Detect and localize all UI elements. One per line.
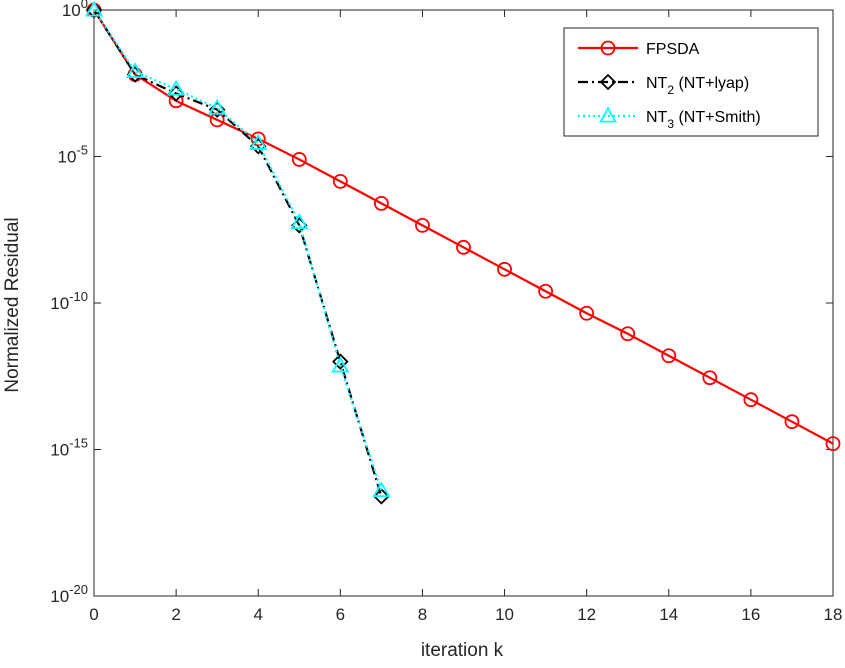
data-point: [373, 195, 389, 211]
y-tick-label: 10-15: [50, 436, 88, 460]
data-point: [415, 217, 430, 233]
legend-swatch-marker: [599, 73, 617, 91]
series-line: [93, 9, 383, 497]
x-axis-label: iteration k: [421, 640, 504, 661]
data-point: [85, 1, 103, 19]
x-tick-label: 14: [659, 605, 678, 624]
x-tick-label: 10: [495, 605, 514, 624]
legend-box: [563, 27, 819, 137]
series-line: [93, 9, 383, 491]
series-triangle: [84, 0, 391, 498]
data-point: [661, 348, 677, 364]
data-point: [84, 0, 104, 17]
series-circle: [86, 2, 841, 452]
data-point: [373, 488, 390, 505]
x-tick-label: 6: [336, 605, 345, 624]
series-layer: [84, 0, 841, 505]
axis-ticks: 0 2 4 6 8 10 12 14 16 18 100 10-5 10-10 10-15 10-20: [50, 0, 842, 624]
legend-entry: NT2 (NT+lyap): [578, 73, 749, 97]
y-axis-label: Normalized Residual: [2, 217, 23, 392]
data-point: [372, 481, 391, 498]
data-point: [579, 305, 595, 321]
data-point: [249, 134, 268, 150]
series-diamond: [85, 1, 390, 505]
data-point: [208, 98, 227, 115]
legend-entry: NT3 (NT+Smith): [578, 106, 761, 131]
y-tick-label: 10-10: [50, 289, 88, 313]
data-point: [331, 356, 350, 373]
x-tick-label: 8: [418, 605, 427, 624]
legend-label: FPSDA: [646, 41, 700, 58]
x-tick-label: 18: [824, 605, 843, 624]
x-tick-label: 0: [89, 605, 98, 624]
y-tick-label: 10-20: [50, 582, 88, 606]
x-tick-label: 16: [741, 605, 760, 624]
x-tick-label: 12: [577, 605, 596, 624]
legend-entry: FPSDA: [578, 40, 700, 58]
data-point: [291, 152, 307, 167]
data-point: [126, 62, 145, 79]
data-point: [456, 239, 471, 255]
legend-swatch-marker: [600, 40, 616, 56]
data-point: [538, 283, 554, 299]
data-point: [497, 261, 512, 277]
data-point: [167, 79, 186, 96]
legend-label: NT3 (NT+Smith): [646, 109, 761, 131]
y-tick-label: 10-5: [58, 143, 88, 167]
legend-swatch-marker: [598, 106, 618, 123]
legend: FPSDA NT2 (NT+lyap) NT3 (NT+Smith): [563, 27, 819, 137]
data-point: [332, 174, 348, 189]
y-tick-label: 100: [62, 0, 88, 20]
data-point: [332, 353, 349, 370]
data-point: [620, 326, 636, 342]
data-point: [784, 414, 800, 430]
data-point: [702, 370, 718, 386]
x-tick-label: 2: [171, 605, 180, 624]
data-point: [825, 436, 841, 452]
series-line: [93, 9, 834, 445]
data-point: [290, 213, 309, 229]
legend-label: NT2 (NT+lyap): [646, 75, 749, 97]
data-point: [743, 392, 759, 408]
x-tick-label: 4: [253, 605, 262, 624]
